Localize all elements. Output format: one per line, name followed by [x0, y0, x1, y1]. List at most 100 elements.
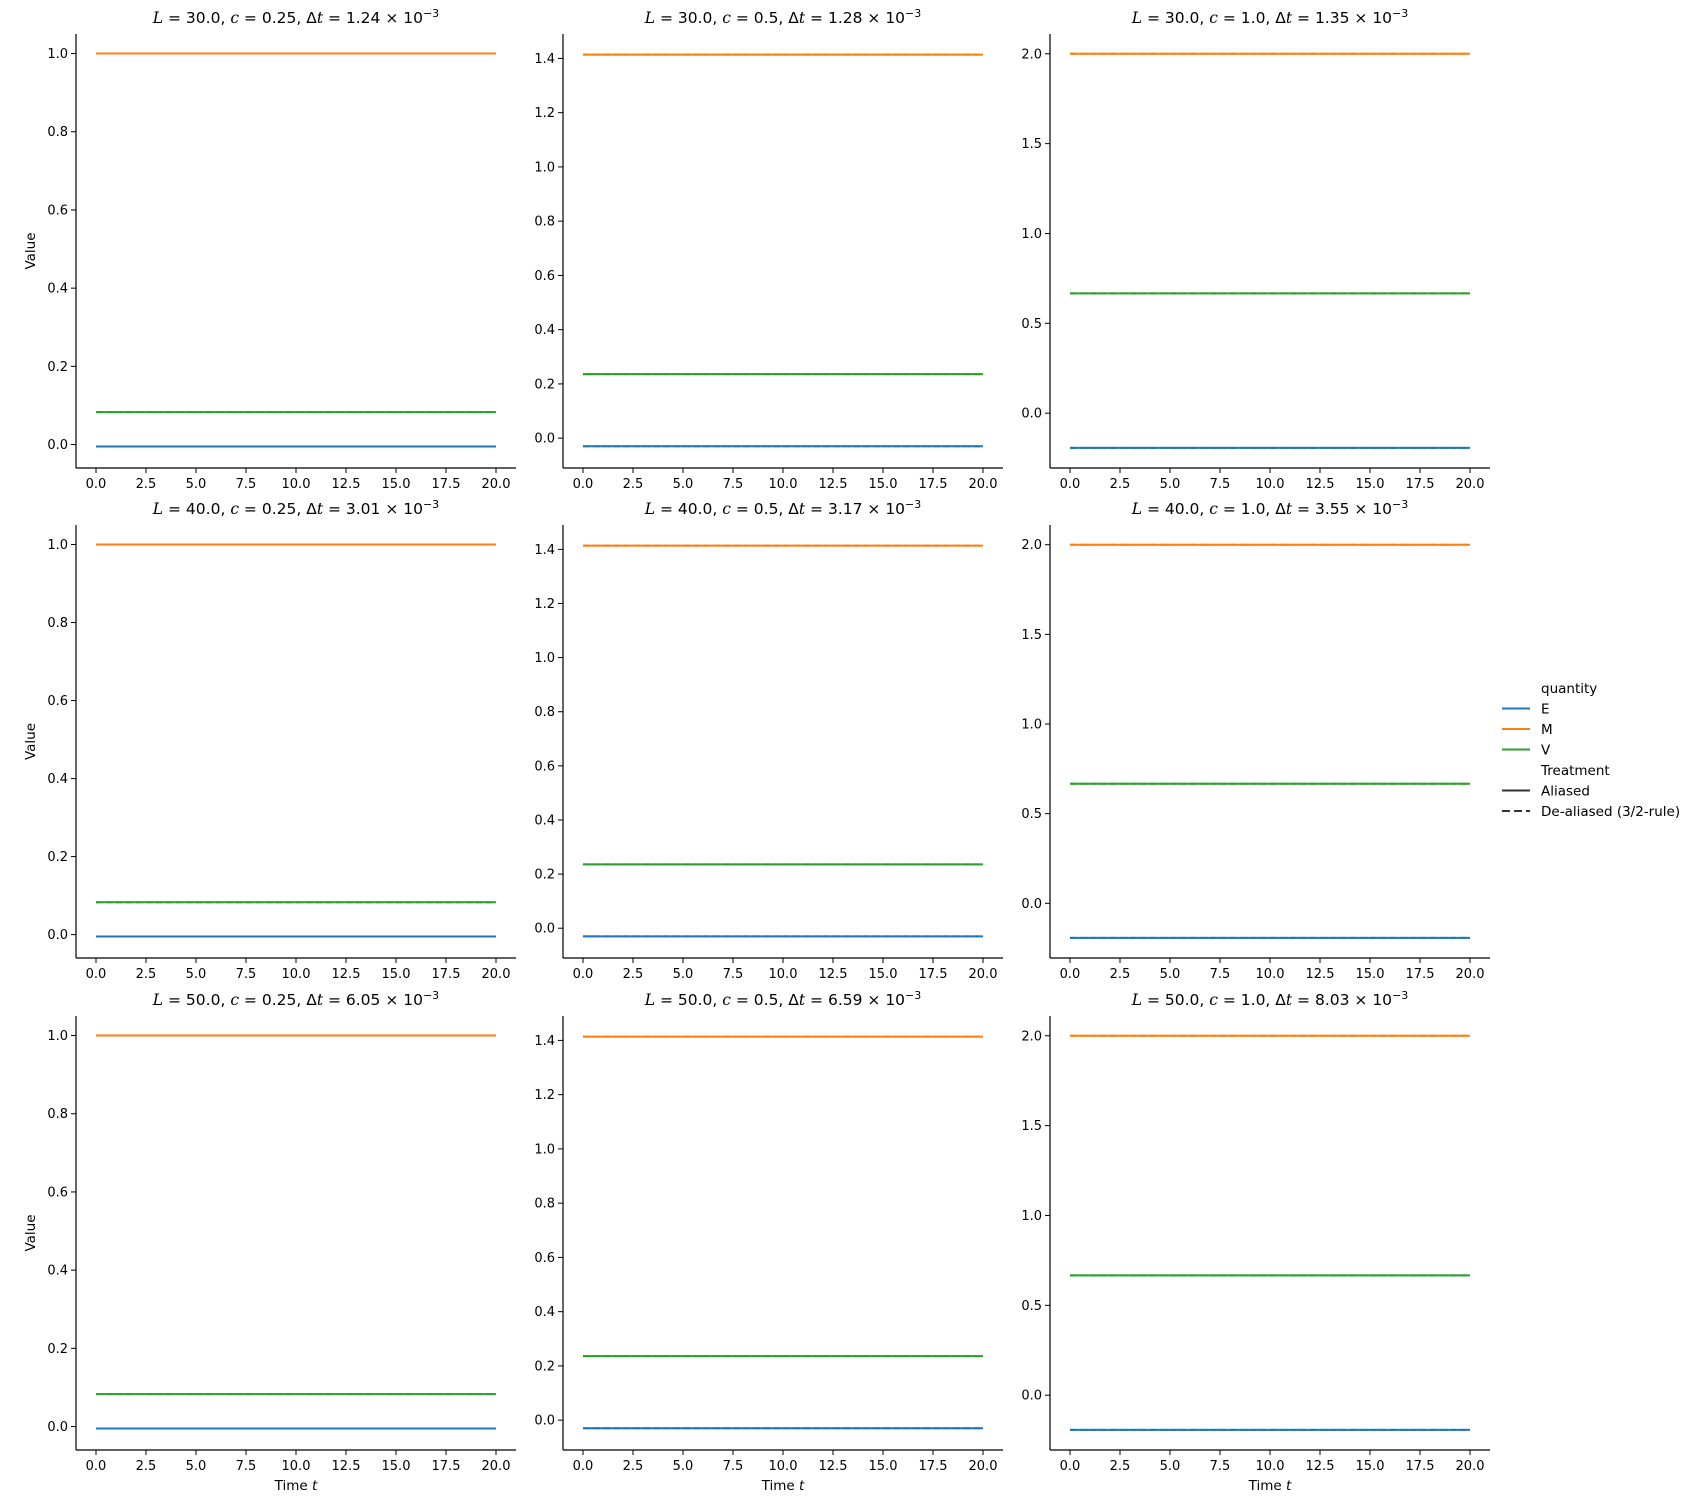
panel-title: L = 50.0, c = 1.0, Δt = 8.03 × 10−3 — [1131, 989, 1409, 1009]
panel-2: 0.0 2.5 5.0 7.5 10.0 12.5 15.0 17.5 20.0 0.0 0.2 0.… — [534, 7, 1003, 492]
x-tick-label: 2.5 — [1110, 1459, 1131, 1474]
x-tick-label: 2.5 — [136, 1459, 157, 1474]
x-tick-label: 12.5 — [332, 477, 361, 492]
y-tick-label: 0.8 — [534, 1197, 555, 1212]
panel-title: L = 40.0, c = 0.5, Δt = 3.17 × 10−3 — [644, 498, 922, 518]
y-tick-label: 1.4 — [534, 543, 555, 558]
y-tick-label: 0.0 — [534, 922, 555, 937]
y-axis-label: Value — [23, 1214, 39, 1251]
y-tick-label: 1.2 — [534, 597, 555, 612]
panel-6: 0.0 2.5 5.0 7.5 10.0 12.5 15.0 17.5 20.0 0.0 0.5 1.… — [1021, 498, 1490, 982]
x-tick-label: 0.0 — [1060, 967, 1081, 982]
y-tick-label: 2.0 — [1021, 538, 1042, 553]
y-tick-label: 0.8 — [534, 705, 555, 720]
panel-title: L = 40.0, c = 1.0, Δt = 3.55 × 10−3 — [1131, 498, 1409, 518]
x-tick-label: 20.0 — [482, 1459, 511, 1474]
y-tick-label: 0.6 — [47, 694, 68, 709]
y-tick-label: 1.4 — [534, 52, 555, 67]
x-tick-label: 2.5 — [623, 1459, 644, 1474]
panel-title: L = 50.0, c = 0.5, Δt = 6.59 × 10−3 — [644, 989, 922, 1009]
x-tick-label: 2.5 — [623, 967, 644, 982]
x-tick-label: 5.0 — [1160, 967, 1181, 982]
x-tick-label: 10.0 — [1256, 1459, 1285, 1474]
x-tick-label: 15.0 — [1356, 967, 1385, 982]
panel-title: L = 30.0, c = 0.25, Δt = 1.24 × 10−3 — [152, 7, 439, 27]
x-tick-label: 15.0 — [869, 1459, 898, 1474]
y-tick-label: 0.2 — [534, 1359, 555, 1374]
x-tick-label: 2.5 — [1110, 477, 1131, 492]
x-tick-label: 20.0 — [482, 477, 511, 492]
x-tick-label: 7.5 — [236, 477, 257, 492]
x-tick-label: 20.0 — [482, 967, 511, 982]
legend-entry-V: V — [1541, 743, 1551, 759]
x-tick-label: 0.0 — [86, 1459, 107, 1474]
x-tick-label: 12.5 — [819, 1459, 848, 1474]
x-tick-label: 12.5 — [819, 967, 848, 982]
y-tick-label: 0.6 — [534, 269, 555, 284]
y-tick-label: 1.0 — [1021, 227, 1042, 242]
x-tick-label: 10.0 — [282, 967, 311, 982]
panel-1: 0.0 2.5 5.0 7.5 10.0 12.5 15.0 17.5 20.0 0.0 0.2 0.… — [23, 7, 516, 492]
x-tick-label: 20.0 — [1456, 477, 1485, 492]
y-tick-label: 0.2 — [47, 360, 68, 375]
y-tick-label: 1.0 — [534, 1142, 555, 1157]
y-tick-label: 0.0 — [47, 438, 68, 453]
y-tick-label: 0.2 — [534, 377, 555, 392]
x-tick-label: 5.0 — [186, 1459, 207, 1474]
x-tick-label: 10.0 — [769, 967, 798, 982]
y-tick-label: 0.8 — [47, 1107, 68, 1122]
panel-8: 0.0 2.5 5.0 7.5 10.0 12.5 15.0 17.5 20.0 0.0 0.2 0.… — [534, 989, 1003, 1494]
x-tick-label: 5.0 — [673, 1459, 694, 1474]
y-tick-label: 1.2 — [534, 1088, 555, 1103]
x-tick-label: 12.5 — [1306, 967, 1335, 982]
x-axis-label: Time t — [274, 1478, 318, 1494]
x-tick-label: 7.5 — [723, 1459, 744, 1474]
y-tick-label: 0.6 — [47, 1185, 68, 1200]
x-tick-label: 12.5 — [1306, 1459, 1335, 1474]
legend-entry-dashed: De-aliased (3/2-rule) — [1541, 804, 1680, 820]
panel-4: 0.0 2.5 5.0 7.5 10.0 12.5 15.0 17.5 20.0 0.0 0.2 0.… — [23, 498, 516, 982]
x-tick-label: 7.5 — [723, 477, 744, 492]
y-tick-label: 0.5 — [1021, 1299, 1042, 1314]
y-tick-label: 0.0 — [47, 928, 68, 943]
y-tick-label: 1.5 — [1021, 1119, 1042, 1134]
x-tick-label: 12.5 — [819, 477, 848, 492]
x-tick-label: 2.5 — [136, 477, 157, 492]
x-tick-label: 10.0 — [282, 477, 311, 492]
x-tick-label: 17.5 — [432, 477, 461, 492]
x-tick-label: 5.0 — [1160, 1459, 1181, 1474]
x-tick-label: 10.0 — [282, 1459, 311, 1474]
x-tick-label: 12.5 — [332, 1459, 361, 1474]
y-tick-label: 0.4 — [47, 772, 68, 787]
y-tick-label: 0.6 — [47, 203, 68, 218]
y-tick-label: 1.0 — [1021, 1209, 1042, 1224]
x-tick-label: 17.5 — [432, 967, 461, 982]
y-tick-label: 0.0 — [1021, 1389, 1042, 1404]
x-tick-label: 2.5 — [1110, 967, 1131, 982]
x-tick-label: 17.5 — [919, 477, 948, 492]
y-tick-label: 1.0 — [47, 1029, 68, 1044]
x-tick-label: 0.0 — [1060, 477, 1081, 492]
x-tick-label: 0.0 — [86, 967, 107, 982]
x-tick-label: 17.5 — [1406, 1459, 1435, 1474]
legend-entry-E: E — [1541, 702, 1550, 718]
x-tick-label: 15.0 — [869, 477, 898, 492]
x-tick-label: 0.0 — [573, 1459, 594, 1474]
legend-entry-M: M — [1541, 722, 1553, 738]
panel-9: 0.0 2.5 5.0 7.5 10.0 12.5 15.0 17.5 20.0 0.0 0.5 1.… — [1021, 989, 1490, 1494]
x-tick-label: 15.0 — [869, 967, 898, 982]
y-tick-label: 0.8 — [47, 125, 68, 140]
x-tick-label: 17.5 — [1406, 967, 1435, 982]
x-tick-label: 17.5 — [1406, 477, 1435, 492]
y-tick-label: 0.6 — [534, 1251, 555, 1266]
legend-entry-solid: Aliased — [1541, 784, 1590, 800]
x-tick-label: 15.0 — [1356, 477, 1385, 492]
y-tick-label: 0.2 — [534, 868, 555, 883]
x-tick-label: 17.5 — [919, 1459, 948, 1474]
x-tick-label: 7.5 — [1210, 967, 1231, 982]
legend-hue-title: quantity — [1541, 681, 1597, 697]
x-tick-label: 5.0 — [186, 967, 207, 982]
y-tick-label: 0.0 — [1021, 897, 1042, 912]
y-tick-label: 0.0 — [1021, 407, 1042, 422]
